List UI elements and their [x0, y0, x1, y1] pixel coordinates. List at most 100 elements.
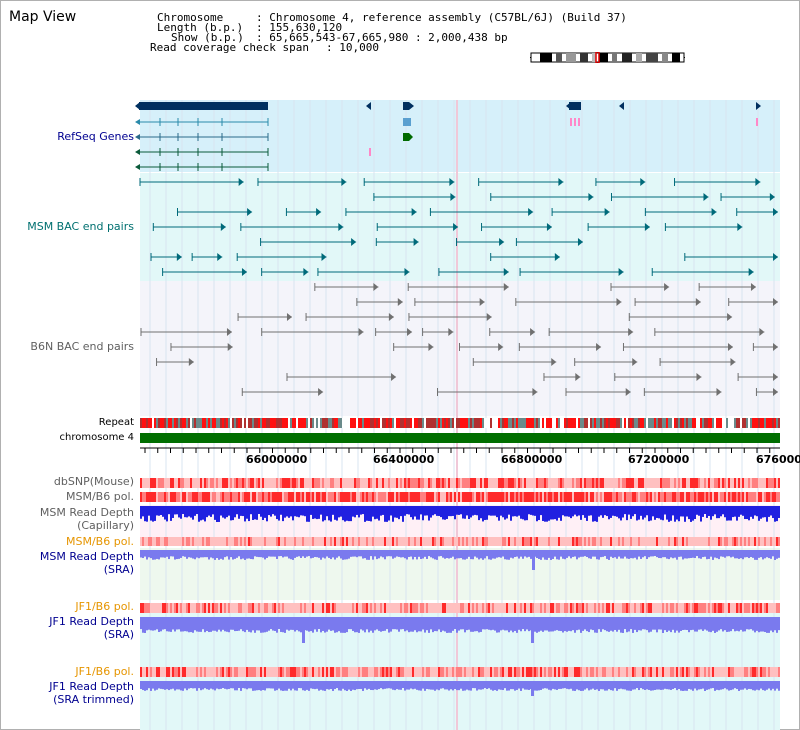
depth-bar	[396, 506, 398, 518]
heatmap-cell	[392, 537, 394, 546]
depth-bar	[462, 506, 464, 519]
heatmap-cell	[612, 492, 614, 502]
depth-bar	[260, 550, 262, 558]
depth-bar	[498, 617, 500, 633]
heatmap-cell	[182, 667, 184, 677]
heatmap-cell	[318, 667, 320, 677]
heatmap-cell	[240, 478, 242, 488]
heatmap-cell	[272, 478, 274, 488]
heatmap-cell	[558, 537, 560, 546]
heatmap-cell	[396, 603, 398, 613]
heatmap-cell	[264, 478, 266, 488]
depth-bar	[162, 506, 164, 517]
depth-bar	[672, 550, 674, 559]
heatmap-cell	[632, 492, 634, 502]
bac-end-arrow	[241, 268, 247, 276]
depth-bar	[328, 506, 330, 521]
heatmap-cell	[602, 478, 604, 488]
heatmap-cell	[166, 603, 168, 613]
depth-bar	[542, 681, 544, 689]
heatmap-cell	[444, 492, 446, 502]
repeat-element	[404, 418, 406, 428]
heatmap-cell	[358, 603, 360, 613]
heatmap-cell	[394, 603, 396, 613]
heatmap-cell	[602, 603, 604, 613]
heatmap-cell	[214, 492, 216, 502]
depth-bar	[694, 681, 696, 689]
chromosome-value: : Chromosome 4, reference assembly (C57B…	[256, 11, 627, 24]
depth-bar	[594, 617, 596, 633]
depth-bar	[466, 550, 468, 559]
heatmap-cell	[566, 492, 568, 502]
depth-bar	[726, 550, 728, 557]
depth-bar	[520, 617, 522, 632]
depth-bar	[480, 681, 482, 690]
heatmap-cell	[682, 603, 684, 613]
depth-bar	[230, 681, 232, 689]
heatmap-cell	[698, 667, 700, 677]
depth-bar	[666, 681, 668, 690]
track-label-repeat: Repeat	[98, 417, 134, 428]
depth-bar	[474, 506, 476, 515]
depth-bar	[402, 550, 404, 558]
heatmap-cell	[304, 492, 306, 502]
heatmap-cell	[570, 537, 572, 546]
heatmap-cell	[160, 667, 162, 677]
depth-bar	[356, 617, 358, 633]
repeat-element	[544, 418, 546, 428]
depth-bar	[272, 550, 274, 557]
repeat-element	[486, 418, 488, 428]
heatmap-cell	[604, 603, 606, 613]
heatmap-cell	[552, 537, 554, 546]
heatmap-cell	[770, 492, 772, 502]
repeat-element	[500, 418, 502, 428]
depth-bar	[168, 681, 170, 691]
track-label-msm-pol-1: MSM/B6 pol.	[66, 490, 134, 503]
depth-bar	[686, 550, 688, 559]
heatmap-cell	[328, 667, 330, 677]
depth-bar	[490, 681, 492, 690]
depth-bar	[748, 617, 750, 630]
heatmap-cell	[640, 492, 642, 502]
depth-bar	[270, 681, 272, 689]
heatmap-cell	[324, 603, 326, 613]
heatmap-cell	[444, 603, 446, 613]
depth-bar	[450, 550, 452, 558]
depth-bar	[490, 617, 492, 631]
heatmap-cell	[288, 478, 290, 488]
repeat-element	[306, 418, 308, 428]
heatmap-cell	[656, 492, 658, 502]
depth-bar	[222, 550, 224, 560]
heatmap-cell	[716, 478, 718, 488]
chromosome-ideogram[interactable]	[530, 52, 685, 63]
depth-bar	[186, 550, 188, 559]
heatmap-cell	[540, 478, 542, 488]
heatmap-cell	[682, 537, 684, 546]
depth-bar	[538, 617, 540, 632]
heatmap-cell	[378, 537, 380, 546]
depth-bar	[168, 617, 170, 632]
repeat-element	[646, 418, 648, 428]
heatmap-cell	[190, 667, 192, 677]
depth-bar	[776, 681, 778, 689]
depth-bar	[268, 506, 270, 516]
heatmap-cell	[528, 537, 530, 546]
heatmap-cell	[300, 478, 302, 488]
depth-bar	[574, 550, 576, 557]
depth-bar	[774, 550, 776, 560]
heatmap-cell	[630, 537, 632, 546]
depth-bar	[524, 550, 526, 557]
repeat-element	[560, 418, 562, 428]
depth-bar	[302, 506, 304, 516]
depth-bar	[660, 550, 662, 559]
heatmap-cell	[512, 537, 514, 546]
repeat-element	[164, 418, 166, 428]
heatmap-cell	[314, 478, 316, 488]
repeat-element	[400, 418, 402, 428]
heatmap-cell	[320, 667, 322, 677]
depth-bar	[756, 506, 758, 517]
depth-bar	[160, 506, 162, 516]
heatmap-cell	[760, 603, 762, 613]
heatmap-cell	[566, 667, 568, 677]
